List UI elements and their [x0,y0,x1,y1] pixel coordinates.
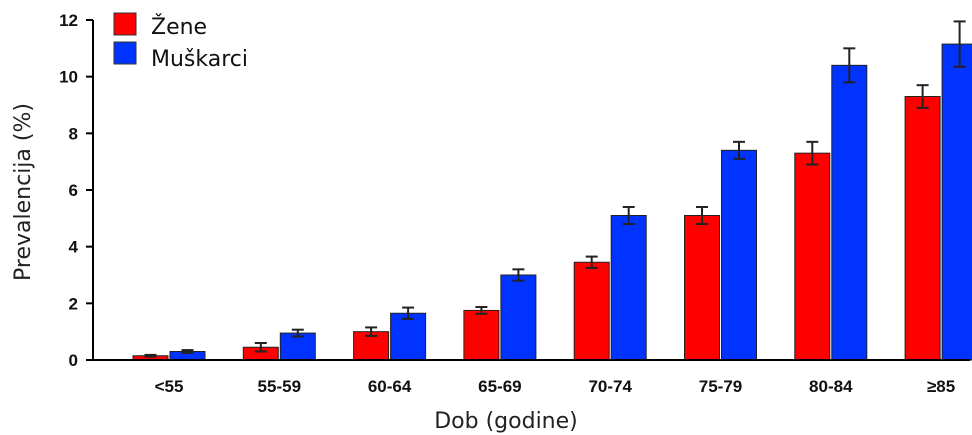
y-tick-label: 12 [59,11,78,30]
x-axis: <55 55-59 60-64 65-69 70-74 75-79 80-84 ≥85 [155,377,956,396]
legend-label-zene: Žene [151,14,207,40]
x-axis-label: Dob (godine) [434,409,578,434]
y-tick-label: 4 [69,238,79,257]
y-tick-label: 0 [69,351,78,370]
y-tick-label: 6 [69,181,78,200]
bar [941,43,972,361]
bar [831,64,868,361]
x-tick-label: 80-84 [809,377,853,396]
y-tick-label: 10 [59,68,78,87]
bar [279,332,316,361]
bar [390,312,427,361]
y-axis: 0 2 4 6 8 10 12 [59,11,94,370]
y-tick-label: 2 [69,294,78,313]
x-tick-label: 70-74 [588,377,632,396]
bar [463,309,500,361]
y-axis-label: Prevalencija (%) [11,103,36,281]
legend-label-muskarci: Muškarci [151,47,248,72]
bar [500,274,537,361]
legend: Žene Muškarci [113,12,248,72]
bar [684,215,720,361]
x-tick-label: ≥85 [927,377,955,396]
x-tick-label: 55-59 [258,377,301,396]
bar-series [132,20,972,361]
x-tick-label: 65-69 [478,377,521,396]
legend-swatch-zene [113,12,137,36]
x-tick-label: 60-64 [368,377,412,396]
bar [721,149,757,361]
bar [573,261,610,361]
legend-swatch-muskarci [113,41,137,65]
x-tick-label: 75-79 [699,377,742,396]
bar [610,215,647,361]
y-tick-label: 8 [69,124,78,143]
x-tick-label: <55 [155,377,184,396]
bar [794,152,831,361]
bar [904,96,941,361]
